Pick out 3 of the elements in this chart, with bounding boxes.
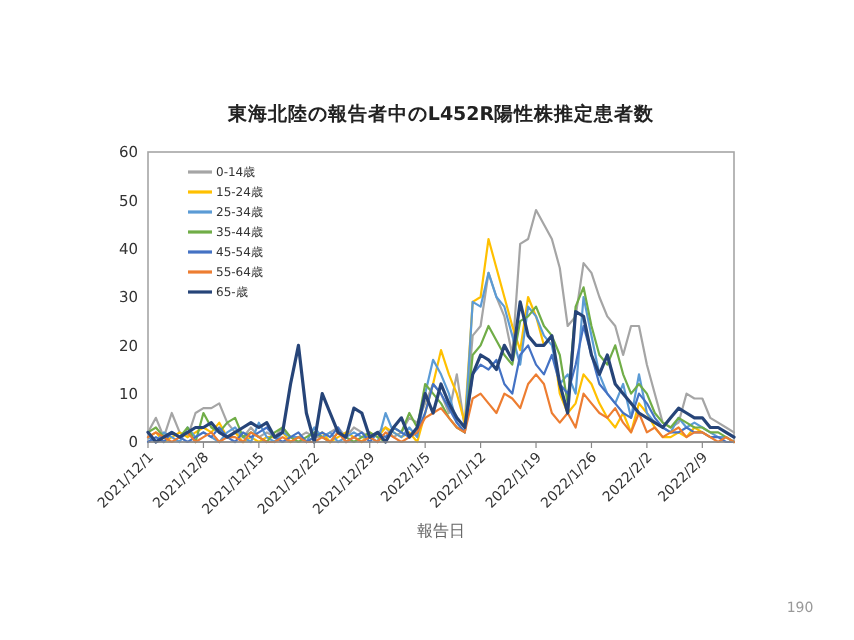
x-axis-title: 報告日	[417, 522, 465, 540]
chart-title: 東海北陸の報告者中のL452R陽性株推定患者数	[225, 102, 657, 126]
line-series	[146, 373, 736, 444]
